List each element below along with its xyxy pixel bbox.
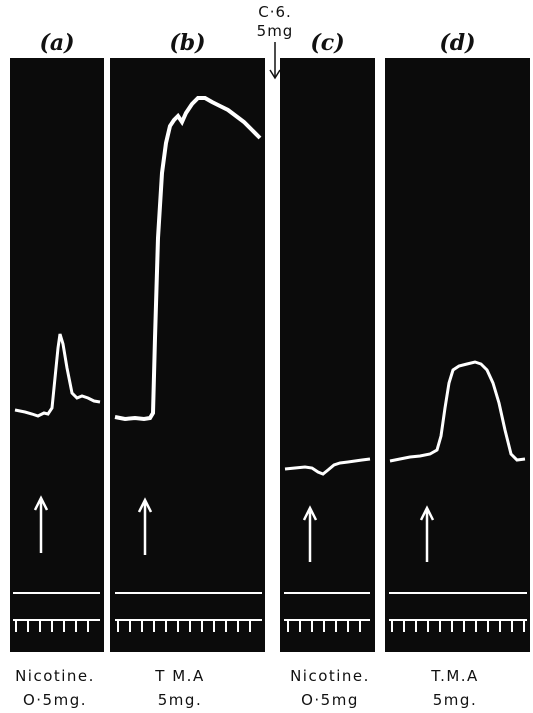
- response-trace: [284, 457, 371, 476]
- trace-panel-b: [110, 58, 265, 652]
- drug-dose: O·5mg.: [22, 691, 88, 709]
- response-trace: [389, 360, 526, 463]
- drug-name: T M.A: [155, 667, 205, 685]
- response-trace: [114, 96, 262, 422]
- drug-name: T.M.A: [431, 667, 479, 685]
- c6-injection-marker: C·6. 5mg: [250, 2, 300, 84]
- drug-dose: 5mg.: [157, 691, 203, 709]
- caption-c: Nicotine. O·5mg: [275, 664, 385, 712]
- caption-b: T M.A 5mg.: [125, 664, 235, 712]
- panel-label-d: (d): [439, 30, 476, 56]
- time-marker: [13, 619, 100, 632]
- drug-dose: O·5mg: [301, 691, 359, 709]
- panel-label-a: (a): [39, 30, 75, 56]
- trace-panel-c: [280, 58, 375, 652]
- caption-a: Nicotine. O·5mg.: [0, 664, 110, 712]
- caption-d: T.M.A 5mg.: [400, 664, 510, 712]
- drug-name: Nicotine.: [15, 667, 95, 685]
- response-trace: [14, 333, 101, 418]
- panel-label-c: (c): [310, 30, 345, 56]
- stimulus-arrow-icon: [137, 497, 153, 555]
- time-marker: [389, 619, 527, 632]
- stimulus-arrow-icon: [419, 505, 435, 562]
- drug-name: Nicotine.: [290, 667, 370, 685]
- trace-panel-a: [10, 58, 104, 652]
- panel-label-b: (b): [169, 30, 206, 56]
- trace-panel-d: [385, 58, 530, 652]
- c6-injection-label: C·6. 5mg: [256, 3, 294, 40]
- drug-dose: 5mg.: [432, 691, 478, 709]
- stimulus-arrow-icon: [302, 505, 318, 562]
- down-arrow-icon: [269, 42, 281, 80]
- stimulus-arrow-icon: [33, 495, 49, 553]
- time-marker: [115, 619, 262, 632]
- time-marker: [284, 619, 370, 632]
